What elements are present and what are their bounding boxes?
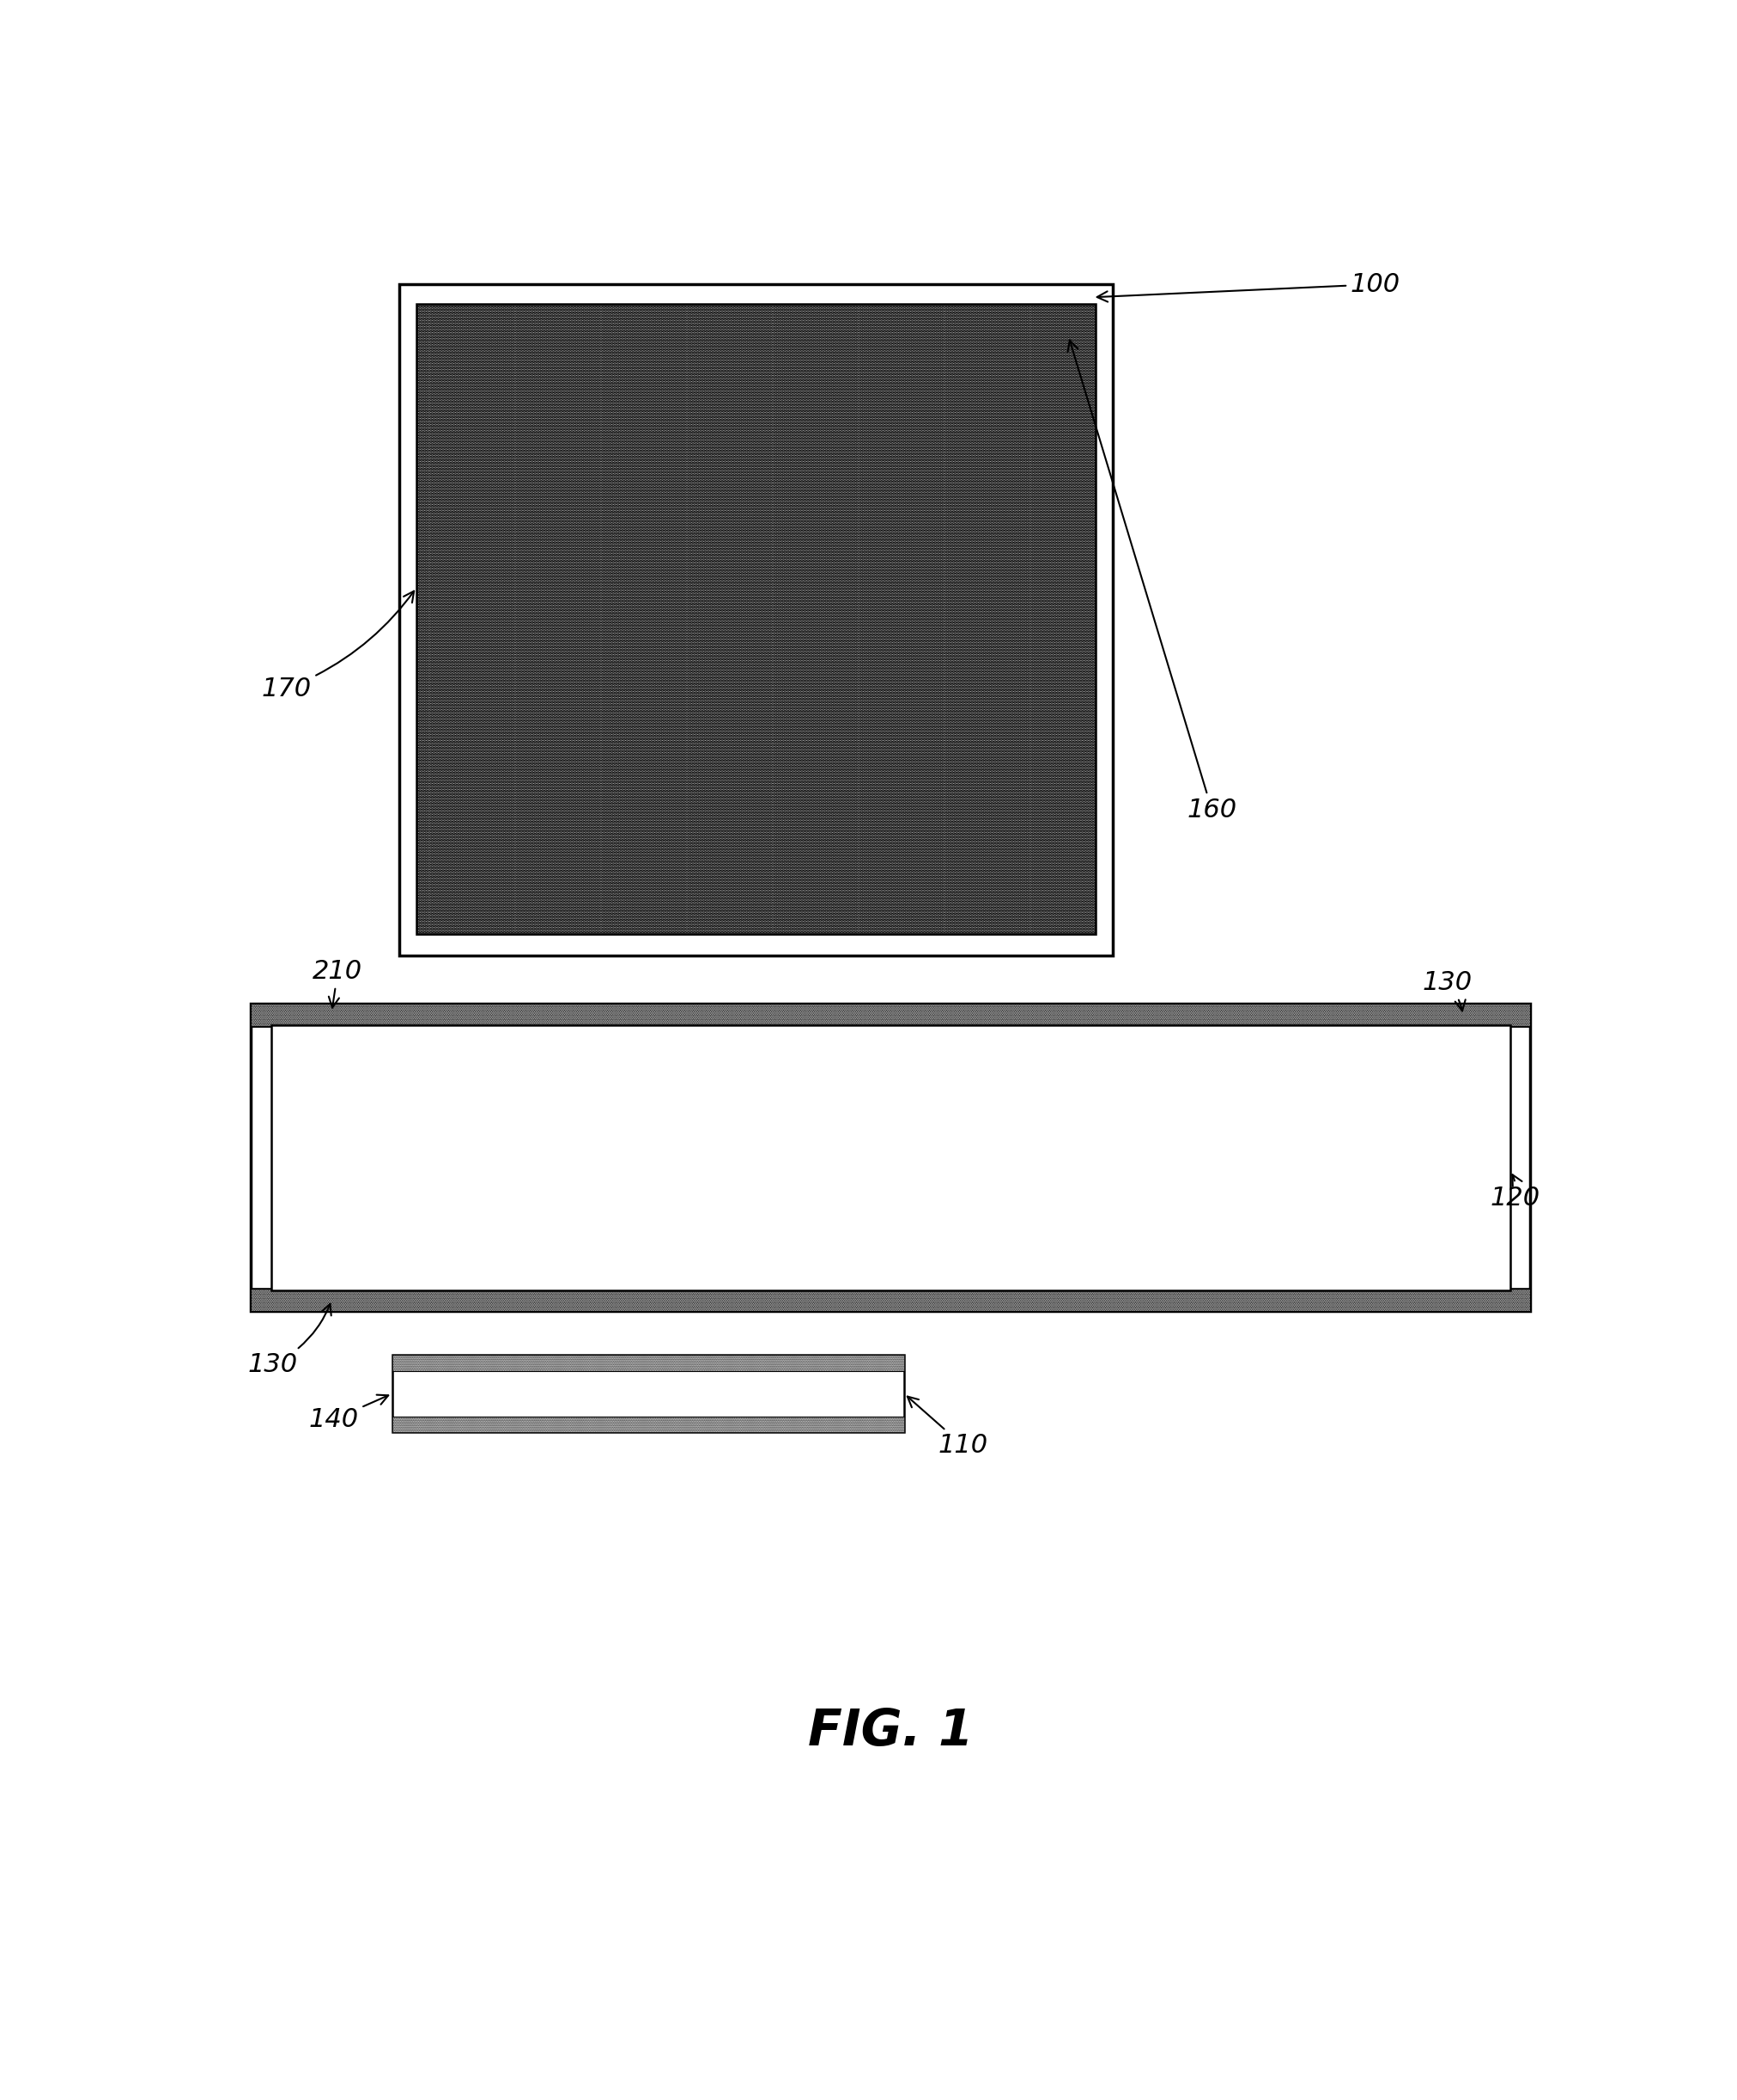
Bar [250, 1289, 1530, 1310]
Bar [271, 1025, 1509, 1289]
Text: 160: 160 [1067, 340, 1237, 823]
Bar [393, 1415, 903, 1432]
Text: 130: 130 [248, 1304, 332, 1378]
Text: FIG. 1: FIG. 1 [808, 1707, 973, 1756]
Bar [393, 1355, 903, 1432]
Text: 100: 100 [1096, 271, 1400, 302]
Bar [250, 1004, 1530, 1027]
Text: 120: 120 [1489, 1174, 1539, 1210]
Text: 140: 140 [309, 1394, 387, 1432]
Bar [400, 284, 1112, 956]
Text: 130: 130 [1423, 970, 1471, 1010]
Text: 110: 110 [907, 1397, 987, 1457]
Text: 170: 170 [262, 590, 413, 701]
Bar [393, 1355, 903, 1371]
Bar [250, 1004, 1530, 1310]
Bar [417, 304, 1094, 935]
Text: 210: 210 [313, 960, 363, 1008]
